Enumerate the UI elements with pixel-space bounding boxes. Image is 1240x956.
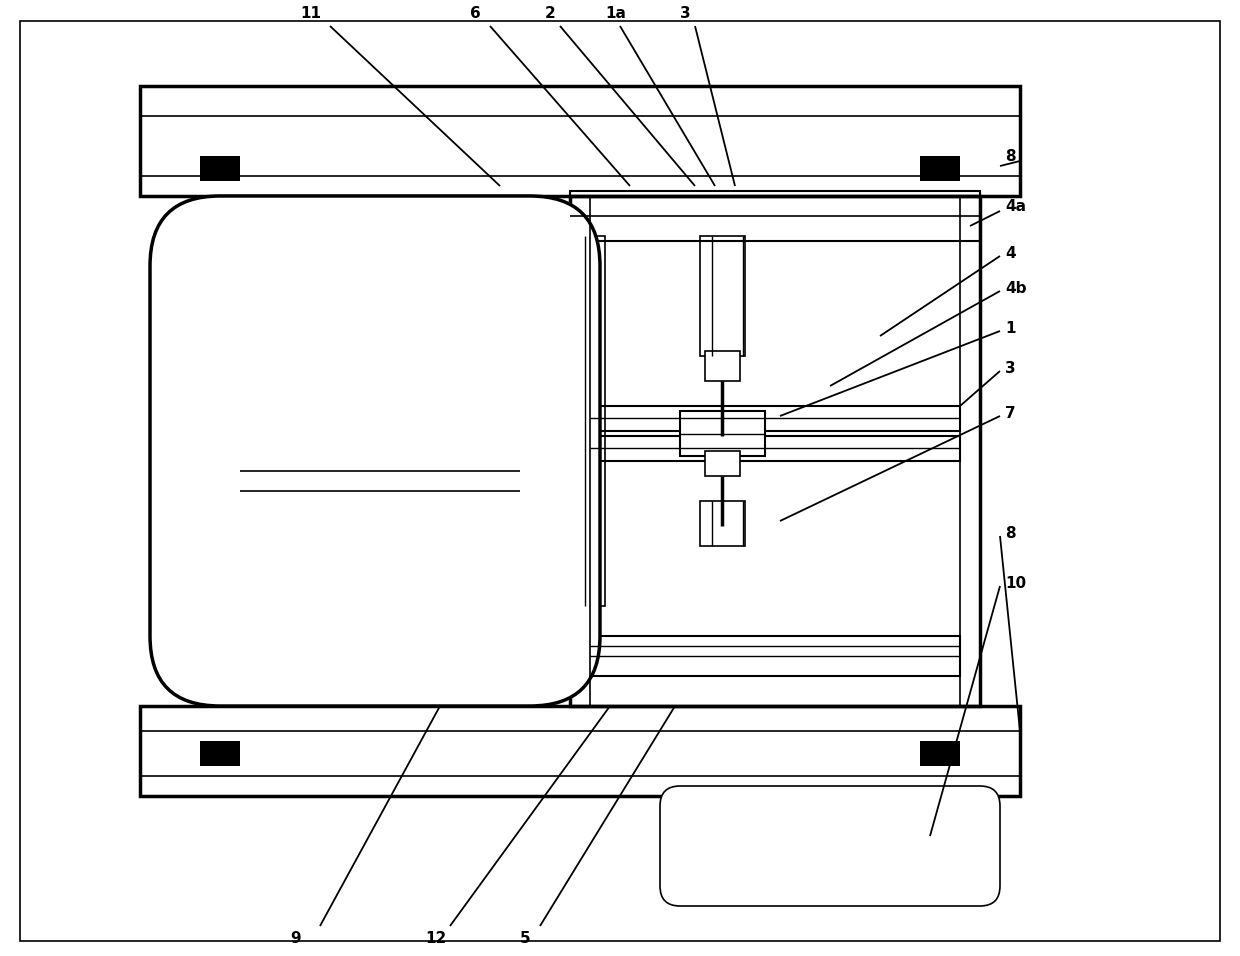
FancyBboxPatch shape xyxy=(660,786,999,906)
Bar xyxy=(140,86,1021,196)
Bar xyxy=(500,446,539,516)
Bar xyxy=(570,236,605,606)
FancyBboxPatch shape xyxy=(150,196,600,706)
Bar xyxy=(701,236,745,356)
Text: 3: 3 xyxy=(1004,361,1016,376)
Text: 11: 11 xyxy=(300,6,321,21)
Bar xyxy=(706,451,740,476)
Text: 1: 1 xyxy=(1004,321,1016,336)
Bar xyxy=(590,636,960,676)
Bar xyxy=(140,706,1021,796)
Bar xyxy=(590,406,960,431)
Bar xyxy=(590,436,960,461)
Text: 2: 2 xyxy=(546,6,556,21)
Bar xyxy=(920,156,960,181)
Bar xyxy=(920,741,960,766)
Bar xyxy=(200,741,241,766)
Bar xyxy=(241,451,520,511)
Text: 7: 7 xyxy=(1004,406,1016,421)
Bar xyxy=(570,196,980,706)
Bar xyxy=(570,191,980,241)
Bar xyxy=(200,156,241,181)
Text: 5: 5 xyxy=(520,931,531,946)
Text: 4b: 4b xyxy=(1004,281,1027,296)
Text: 3: 3 xyxy=(680,6,691,21)
Bar xyxy=(219,226,570,676)
Text: 8: 8 xyxy=(1004,526,1016,541)
Text: 12: 12 xyxy=(425,931,446,946)
Bar xyxy=(706,351,740,381)
Text: 1a: 1a xyxy=(605,6,626,21)
Text: 10: 10 xyxy=(1004,576,1027,591)
Text: 4a: 4a xyxy=(1004,199,1025,214)
Bar xyxy=(680,411,765,456)
Text: 6: 6 xyxy=(470,6,481,21)
Text: 8: 8 xyxy=(1004,149,1016,164)
Bar xyxy=(701,501,745,546)
Text: 4: 4 xyxy=(1004,246,1016,261)
Text: 9: 9 xyxy=(290,931,300,946)
